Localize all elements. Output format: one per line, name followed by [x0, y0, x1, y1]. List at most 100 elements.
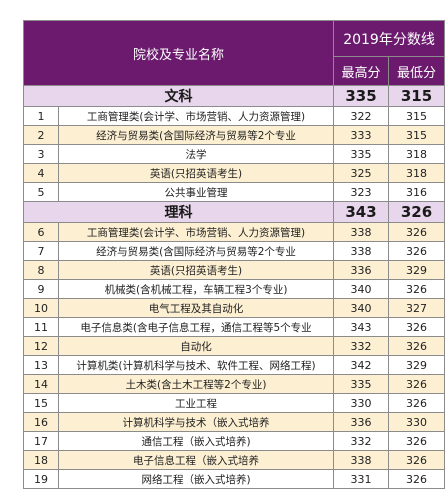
max-score-header: 最高分 [333, 56, 390, 86]
major-name: 经济与贸易类(含国际经济与贸易等2个专业 [57, 125, 335, 145]
major-name: 电子信息类(含电子信息工程，通信工程等5个专业 [57, 317, 335, 337]
major-name: 土木类(含土木工程等2个专业) [57, 374, 335, 394]
min-score: 315 [388, 125, 446, 145]
name-column-header: 院校及专业名称 [22, 20, 335, 86]
major-name: 机械类(含机械工程，车辆工程3个专业) [57, 279, 335, 299]
min-score: 326 [388, 317, 446, 337]
min-score: 326 [388, 469, 446, 489]
min-score: 326 [388, 279, 446, 299]
major-name: 经济与贸易类(含国际经济与贸易等2个专业 [57, 241, 335, 261]
min-score: 316 [388, 182, 446, 202]
table-row: 12 自动化 332 326 [23, 336, 446, 356]
table-row: 16 计算机科学与技术（嵌入式培养 336 330 [23, 412, 446, 432]
major-name: 计算机类(计算机科学与技术、软件工程、网络工程) [57, 355, 335, 375]
table-row: 5 公共事业管理 323 316 [23, 182, 446, 202]
min-score: 326 [388, 336, 446, 356]
min-score: 329 [388, 260, 446, 280]
min-score: 326 [388, 431, 446, 451]
table-row: 14 土木类(含土木工程等2个专业) 335 326 [23, 374, 446, 394]
min-score: 326 [388, 374, 446, 394]
table-row: 9 机械类(含机械工程，车辆工程3个专业) 340 326 [23, 279, 446, 299]
table-row: 18 电子信息工程（嵌入式培养 338 326 [23, 450, 446, 470]
subheader-row: 最高分 最低分 [24, 56, 446, 86]
max-score: 322 [333, 106, 390, 126]
section-row: 理科 343 326 [22, 201, 446, 223]
major-name: 英语(只招英语考生) [57, 163, 335, 183]
max-score: 332 [333, 431, 390, 451]
row-number: 13 [23, 355, 59, 375]
header-row: 院校及专业名称 2019年分数线 [22, 20, 446, 86]
section-title: 文科 [22, 85, 335, 107]
min-score: 326 [388, 450, 446, 470]
row-number: 15 [23, 393, 59, 413]
table-row: 8 英语(只招英语考生) 336 329 [23, 260, 446, 280]
min-score: 326 [388, 241, 446, 261]
section-row: 文科 335 315 [22, 85, 446, 107]
max-score: 340 [333, 279, 390, 299]
major-name: 公共事业管理 [57, 182, 335, 202]
max-score: 343 [333, 317, 390, 337]
row-number: 18 [23, 450, 59, 470]
row-number: 14 [23, 374, 59, 394]
max-score: 336 [333, 260, 390, 280]
row-number: 8 [23, 260, 59, 280]
min-score: 315 [388, 106, 446, 126]
row-number: 9 [23, 279, 59, 299]
table-row: 13 计算机类(计算机科学与技术、软件工程、网络工程) 342 329 [23, 355, 446, 375]
major-name: 英语(只招英语考生) [57, 260, 335, 280]
row-number: 11 [23, 317, 59, 337]
row-number: 12 [23, 336, 59, 356]
row-number: 5 [23, 182, 59, 202]
row-number: 3 [23, 144, 59, 164]
major-name: 网络工程（嵌入式培养) [57, 469, 335, 489]
major-name: 法学 [57, 144, 335, 164]
min-score: 326 [388, 222, 446, 242]
min-score: 330 [388, 412, 446, 432]
section-min-score: 326 [388, 201, 446, 223]
max-score: 333 [333, 125, 390, 145]
major-name: 自动化 [57, 336, 335, 356]
table-row: 11 电子信息类(含电子信息工程，通信工程等5个专业 343 326 [23, 317, 446, 337]
major-name: 工业工程 [57, 393, 335, 413]
major-name: 电子信息工程（嵌入式培养 [57, 450, 335, 470]
row-number: 19 [23, 469, 59, 489]
major-name: 计算机科学与技术（嵌入式培养 [57, 412, 335, 432]
table-row: 10 电气工程及其自动化 340 327 [23, 298, 446, 318]
section-min-score: 315 [388, 85, 446, 107]
max-score: 335 [333, 144, 390, 164]
score-table: 院校及专业名称 2019年分数线 最高分 最低分 文科 335 315 1 工商管理类(… [22, 20, 446, 489]
max-score: 336 [333, 412, 390, 432]
table-row: 4 英语(只招英语考生) 325 318 [23, 163, 446, 183]
table-row: 2 经济与贸易类(含国际经济与贸易等2个专业 333 315 [23, 125, 446, 145]
row-number: 7 [23, 241, 59, 261]
min-score: 327 [388, 298, 446, 318]
section-title: 理科 [22, 201, 335, 223]
major-name: 电气工程及其自动化 [57, 298, 335, 318]
table-row: 19 网络工程（嵌入式培养) 331 326 [23, 469, 446, 489]
min-score-header: 最低分 [388, 56, 446, 86]
table-row: 15 工业工程 330 326 [23, 393, 446, 413]
score-table-body: 院校及专业名称 2019年分数线 最高分 最低分 文科 335 315 1 工商管理类(… [22, 20, 446, 489]
row-number: 6 [23, 222, 59, 242]
max-score: 338 [333, 241, 390, 261]
max-score: 332 [333, 336, 390, 356]
section-max-score: 335 [333, 85, 390, 107]
row-number: 10 [23, 298, 59, 318]
major-name: 通信工程（嵌入式培养) [57, 431, 335, 451]
max-score: 335 [333, 374, 390, 394]
max-score: 331 [333, 469, 390, 489]
max-score: 338 [333, 222, 390, 242]
row-number: 4 [23, 163, 59, 183]
section-max-score: 343 [333, 201, 390, 223]
row-number: 17 [23, 431, 59, 451]
max-score: 330 [333, 393, 390, 413]
table-row: 17 通信工程（嵌入式培养) 332 326 [23, 431, 446, 451]
year-header: 2019年分数线 [333, 20, 446, 57]
min-score: 326 [388, 393, 446, 413]
max-score: 323 [333, 182, 390, 202]
min-score: 318 [388, 163, 446, 183]
max-score: 340 [333, 298, 390, 318]
table-row: 3 法学 335 318 [23, 144, 446, 164]
min-score: 329 [388, 355, 446, 375]
